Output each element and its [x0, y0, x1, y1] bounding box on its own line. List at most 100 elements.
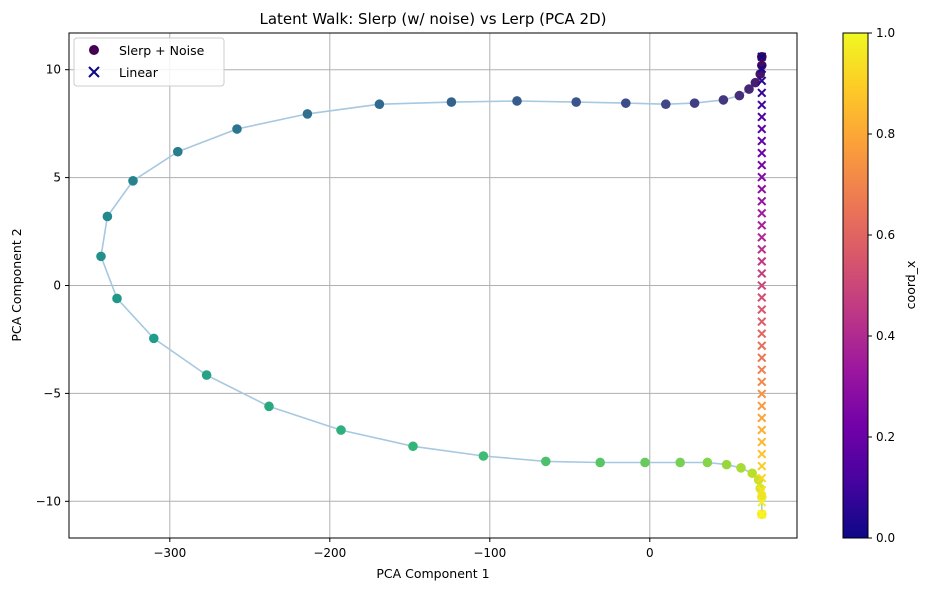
colorbar-tick-label: 0.0 — [876, 531, 895, 545]
linear-point — [757, 160, 767, 170]
colorbar-tick-label: 0.6 — [876, 228, 895, 242]
linear-point — [757, 329, 767, 339]
colorbar-ticks: 0.0 0.2 0.4 0.6 0.8 1.0 — [868, 26, 895, 545]
linear-point — [757, 401, 767, 411]
slerp-point — [541, 456, 551, 467]
linear-point — [757, 509, 767, 519]
linear-point — [757, 208, 767, 218]
slerp-point — [302, 109, 313, 119]
slerp-point — [149, 333, 159, 344]
linear-point — [757, 136, 767, 146]
slerp-point — [173, 146, 183, 157]
x-axis-ticks: −300 −200 −100 0 — [153, 538, 654, 560]
linear-point — [757, 353, 767, 363]
linear-point — [757, 112, 767, 122]
slerp-point — [702, 457, 713, 468]
slerp-point — [232, 124, 242, 134]
linear-point — [757, 220, 767, 230]
linear-point — [757, 100, 767, 110]
colorbar-gradient — [842, 32, 869, 539]
slerp-point — [512, 96, 522, 106]
slerp-point — [750, 77, 761, 88]
colorbar-tick-label: 0.2 — [876, 430, 895, 444]
legend-marker-slerp — [89, 45, 99, 55]
slerp-point — [128, 176, 138, 186]
linear-point — [757, 244, 767, 254]
slerp-point — [640, 457, 650, 468]
chart-title: Latent Walk: Slerp (w/ noise) vs Lerp (P… — [260, 10, 607, 28]
plot-area: −300 −200 −100 0 −10 −5 0 5 10 — [36, 32, 798, 560]
linear-point — [757, 124, 767, 134]
linear-point — [757, 317, 767, 327]
slerp-point — [571, 97, 581, 107]
linear-point — [757, 172, 767, 182]
y-tick-label: 5 — [53, 171, 61, 185]
linear-point — [757, 389, 767, 399]
linear-point — [757, 377, 767, 387]
x-axis-label: PCA Component 1 — [376, 566, 489, 581]
linear-point — [757, 76, 767, 86]
linear-point — [757, 305, 767, 315]
linear-point — [757, 256, 767, 266]
slerp-point — [201, 370, 212, 380]
linear-point — [757, 293, 767, 303]
linear-point — [757, 52, 767, 62]
y-axis-label: PCA Component 2 — [9, 228, 24, 341]
colorbar-tick-label: 0.8 — [876, 127, 895, 141]
linear-point — [757, 473, 767, 483]
slerp-point — [595, 457, 605, 468]
linear-point — [757, 485, 767, 495]
colorbar-tick-label: 1.0 — [876, 26, 895, 40]
x-tick-label: −300 — [153, 546, 186, 560]
linear-point — [757, 413, 767, 423]
slerp-point — [264, 401, 274, 412]
linear-point — [757, 232, 767, 242]
slerp-point — [718, 95, 729, 105]
y-tick-label: 0 — [53, 279, 61, 293]
x-tick-label: −200 — [313, 546, 346, 560]
slerp-point — [736, 463, 746, 473]
slerp-point — [721, 459, 732, 470]
linear-point — [757, 88, 767, 98]
linear-point — [757, 425, 767, 435]
linear-point — [757, 268, 767, 278]
x-tick-label: 0 — [646, 546, 654, 560]
series-layer — [96, 51, 767, 520]
y-tick-label: −10 — [36, 494, 61, 508]
linear-point — [757, 148, 767, 158]
linear-point — [757, 437, 767, 447]
slerp-point — [675, 457, 685, 468]
colorbar-label: coord_x — [903, 261, 918, 310]
legend-label-linear: Linear — [119, 65, 159, 80]
slerp-point — [744, 84, 754, 94]
slerp-point — [734, 90, 745, 101]
legend-label-slerp: Slerp + Noise — [119, 43, 205, 58]
linear-point — [757, 497, 767, 507]
y-tick-label: 10 — [46, 63, 61, 77]
linear-point — [757, 64, 767, 74]
slerp-point — [446, 97, 457, 107]
slerp-point — [112, 293, 122, 304]
x-tick-label: −100 — [473, 546, 506, 560]
colorbar: 0.0 0.2 0.4 0.6 0.8 1.0 coord_x — [842, 26, 918, 545]
linear-point — [757, 449, 767, 459]
legend-marker-linear — [88, 66, 100, 78]
linear-point — [757, 341, 767, 351]
linear-point — [757, 196, 767, 206]
slerp-point — [96, 251, 106, 262]
slerp-point — [102, 211, 113, 222]
linear-point — [757, 280, 767, 291]
slerp-point — [747, 468, 757, 479]
y-axis-ticks: −10 −5 0 5 10 — [36, 63, 69, 508]
slerp-point — [478, 451, 489, 461]
legend: Slerp + Noise Linear — [73, 37, 225, 87]
legend-box — [73, 37, 225, 87]
colorbar-tick-label: 0.4 — [876, 329, 895, 343]
slerp-point — [689, 98, 700, 108]
linear-point — [757, 461, 767, 471]
slerp-point — [661, 99, 671, 110]
slerp-point — [336, 425, 346, 435]
slerp-point — [621, 98, 631, 108]
y-tick-label: −5 — [43, 386, 61, 400]
